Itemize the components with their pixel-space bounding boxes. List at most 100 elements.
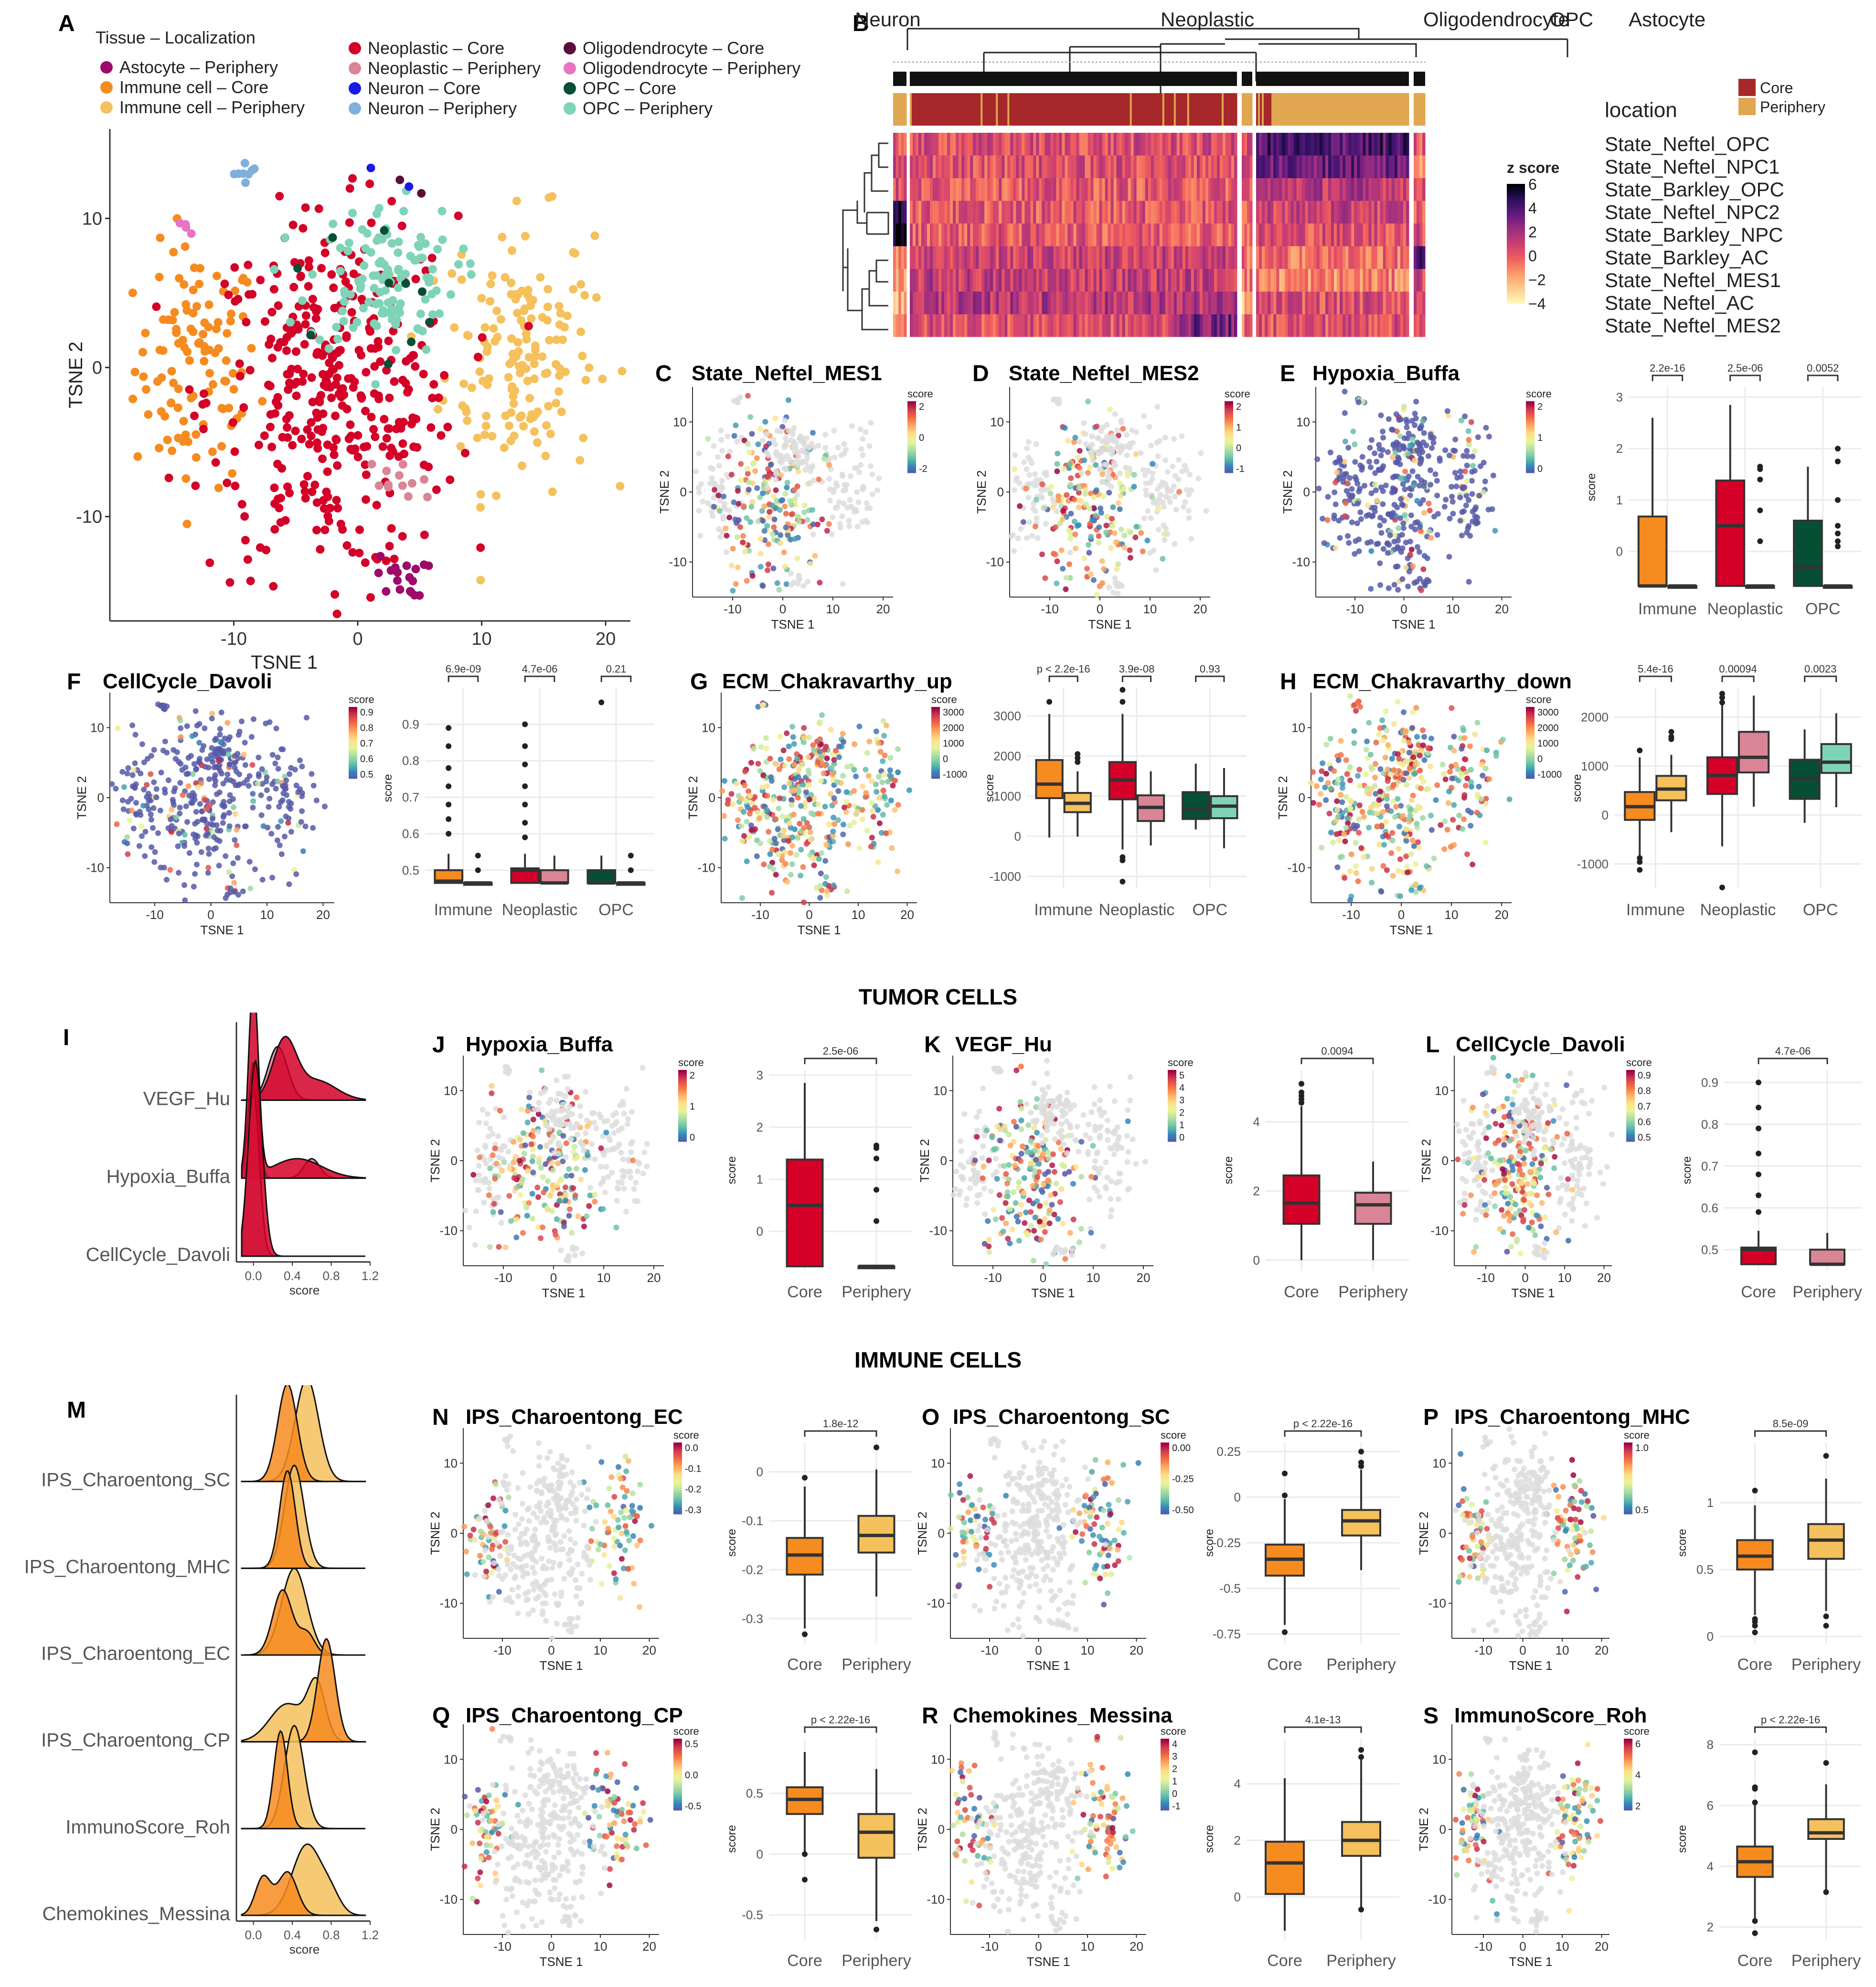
heatmap-cell: [1159, 155, 1163, 178]
heatmap-cell: [927, 314, 930, 337]
heatmap-cell: [1116, 178, 1120, 201]
scatter-point: [371, 344, 380, 353]
scatter-point: [382, 467, 391, 476]
heatmap-cell: [1171, 155, 1174, 178]
heatmap-cell: [936, 133, 939, 156]
heatmap-cell: [933, 246, 936, 269]
heatmap-cell: [901, 155, 904, 178]
heatmap-cell: [1176, 291, 1180, 314]
heatmap-cell: [1179, 246, 1183, 269]
scatter-point: [1052, 396, 1058, 402]
heatmap-cell: [1242, 291, 1245, 314]
scatter-point: [437, 431, 446, 440]
scatter-point: [197, 801, 203, 807]
scatter-point: [718, 437, 725, 443]
scatter-point: [467, 270, 476, 279]
scatter-point: [1465, 525, 1471, 532]
heatmap-cell: [1397, 178, 1401, 201]
colorbar-segment: [1507, 267, 1525, 270]
scatter-point: [1358, 516, 1364, 522]
scatter-point: [1026, 519, 1033, 525]
heatmap-cell: [976, 246, 979, 269]
heatmap-cell: [1249, 291, 1253, 314]
heatmap-cell: [1168, 155, 1172, 178]
colorbar-segment: [1526, 404, 1535, 406]
heatmap-cell: [950, 224, 953, 246]
scatter-point: [475, 367, 484, 376]
scatter-point: [552, 399, 561, 408]
scatter-point: [387, 239, 396, 248]
heatmap-cell: [1270, 269, 1274, 292]
heatmap-cell: [1242, 133, 1245, 156]
scatter-point: [1420, 418, 1426, 424]
scatter-point: [195, 279, 204, 288]
colorbar-segment: [1225, 459, 1233, 461]
scatter-point: [718, 427, 724, 434]
scatter-point: [735, 817, 741, 823]
scatter-point: [220, 820, 226, 826]
heatmap-cell: [1168, 133, 1172, 156]
heatmap-cell: [1285, 155, 1288, 178]
heatmap-cell: [1296, 269, 1300, 292]
scatter-point: [1342, 388, 1348, 395]
legend-swatch: [100, 101, 113, 114]
scatter-point: [717, 534, 724, 540]
heatmap-cell: [1148, 269, 1151, 292]
heatmap-cell: [1007, 269, 1011, 292]
heatmap-cell: [1296, 201, 1300, 224]
scatter-point: [1034, 477, 1040, 483]
legend-item: Oligodendrocyte – Core: [564, 38, 764, 58]
heatmap-cell: [1296, 133, 1300, 156]
heatmap-cell: [1365, 314, 1369, 337]
heatmap-cell: [924, 155, 927, 178]
heatmap-cell: [1311, 155, 1314, 178]
heatmap-cell: [1179, 291, 1183, 314]
heatmap-cell: [1053, 178, 1056, 201]
scatter-point: [1461, 484, 1468, 491]
heatmap-cell: [1116, 201, 1120, 224]
scatter-point: [554, 302, 564, 311]
scatter-point: [1071, 518, 1077, 524]
heatmap-cell: [1042, 246, 1045, 269]
heatmap-cell: [1179, 224, 1183, 246]
heatmap-cell: [1337, 178, 1340, 201]
heatmap-cell: [1331, 269, 1334, 292]
scatter-point: [348, 174, 357, 183]
colorbar-segment: [1507, 210, 1525, 213]
scatter-point: [168, 816, 174, 823]
scatter-point: [734, 534, 740, 540]
heatmap-cell: [938, 314, 942, 337]
scatter-point: [1141, 413, 1147, 419]
scatter-point: [774, 498, 780, 504]
heatmap-cell: [1279, 201, 1282, 224]
heatmap-cell: [1122, 155, 1126, 178]
heatmap-cell: [1151, 155, 1154, 178]
scatter-point: [1324, 517, 1331, 523]
heatmap-cell: [1363, 201, 1366, 224]
scatter-point: [778, 428, 784, 435]
heatmap-cell: [1145, 224, 1149, 246]
heatmap-cell: [1422, 178, 1426, 201]
outlier-point: [446, 801, 452, 808]
heatmap-cell: [1030, 314, 1034, 337]
heatmap-cell: [898, 155, 902, 178]
location-annotation-cell: [973, 93, 975, 126]
scatter-point: [198, 849, 204, 855]
heatmap-cell: [921, 314, 925, 337]
heatmap-cell: [1036, 269, 1039, 292]
heatmap-cell: [1313, 314, 1317, 337]
scatter-point: [1380, 435, 1386, 441]
heatmap-cell: [1322, 133, 1326, 156]
heatmap-cell: [1249, 224, 1253, 246]
heatmap-cell: [959, 178, 962, 201]
scatter-point: [1357, 509, 1364, 515]
heatmap-cell: [1316, 291, 1320, 314]
heatmap-cell: [918, 291, 922, 314]
heatmap-cell: [1105, 246, 1109, 269]
heatmap-cell: [1386, 133, 1389, 156]
scatter-point: [480, 323, 490, 332]
heatmap-cell: [1259, 133, 1262, 156]
x-axis-label: TSNE 1: [200, 923, 244, 937]
heatmap-cell: [1256, 291, 1259, 314]
scatter-point: [214, 483, 223, 492]
